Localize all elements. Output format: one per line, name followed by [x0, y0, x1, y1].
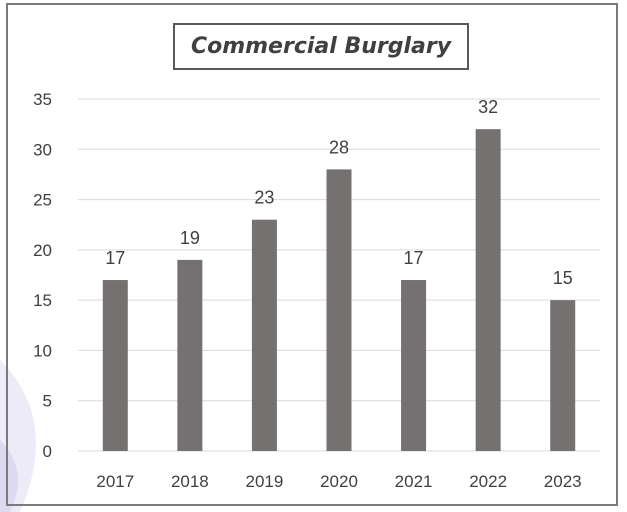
- y-tick-label: 20: [33, 241, 52, 260]
- bar: [251, 219, 277, 451]
- bar: [550, 300, 576, 451]
- y-tick-label: 10: [33, 341, 52, 360]
- x-tick-label: 2022: [469, 472, 507, 491]
- x-tick-label: 2023: [544, 472, 582, 491]
- bar: [401, 280, 427, 451]
- x-tick-label: 2021: [395, 472, 433, 491]
- y-tick-label: 0: [43, 442, 52, 461]
- data-label: 32: [478, 97, 498, 117]
- chart-title-box: Commercial Burglary: [173, 23, 469, 70]
- x-axis-ticks: 2017 2018 2019 2020 2021 2022 2023: [96, 472, 581, 491]
- y-axis-ticks: 0 5 10 15 20 25 30 35: [33, 90, 52, 461]
- y-tick-label: 25: [33, 191, 52, 210]
- bar: [326, 169, 352, 451]
- data-label: 23: [254, 188, 274, 208]
- x-tick-label: 2019: [246, 472, 284, 491]
- chart-title: Commercial Burglary: [190, 34, 452, 59]
- x-tick-label: 2017: [96, 472, 134, 491]
- data-label: 19: [180, 228, 200, 248]
- chart-border: [6, 3, 618, 506]
- y-tick-label: 30: [33, 140, 52, 159]
- data-label: 17: [404, 248, 424, 268]
- x-tick-label: 2018: [171, 472, 209, 491]
- x-tick-label: 2020: [320, 472, 358, 491]
- data-labels: 17 19 23 28 17 32 15: [105, 97, 572, 288]
- bars: [102, 129, 576, 451]
- bar: [177, 259, 203, 451]
- y-tick-label: 35: [33, 90, 52, 109]
- bar: [102, 280, 128, 451]
- y-tick-label: 15: [33, 291, 52, 310]
- data-label: 28: [329, 137, 349, 157]
- data-label: 15: [553, 268, 573, 288]
- data-label: 17: [105, 248, 125, 268]
- y-tick-label: 5: [43, 392, 52, 411]
- bar: [475, 129, 501, 451]
